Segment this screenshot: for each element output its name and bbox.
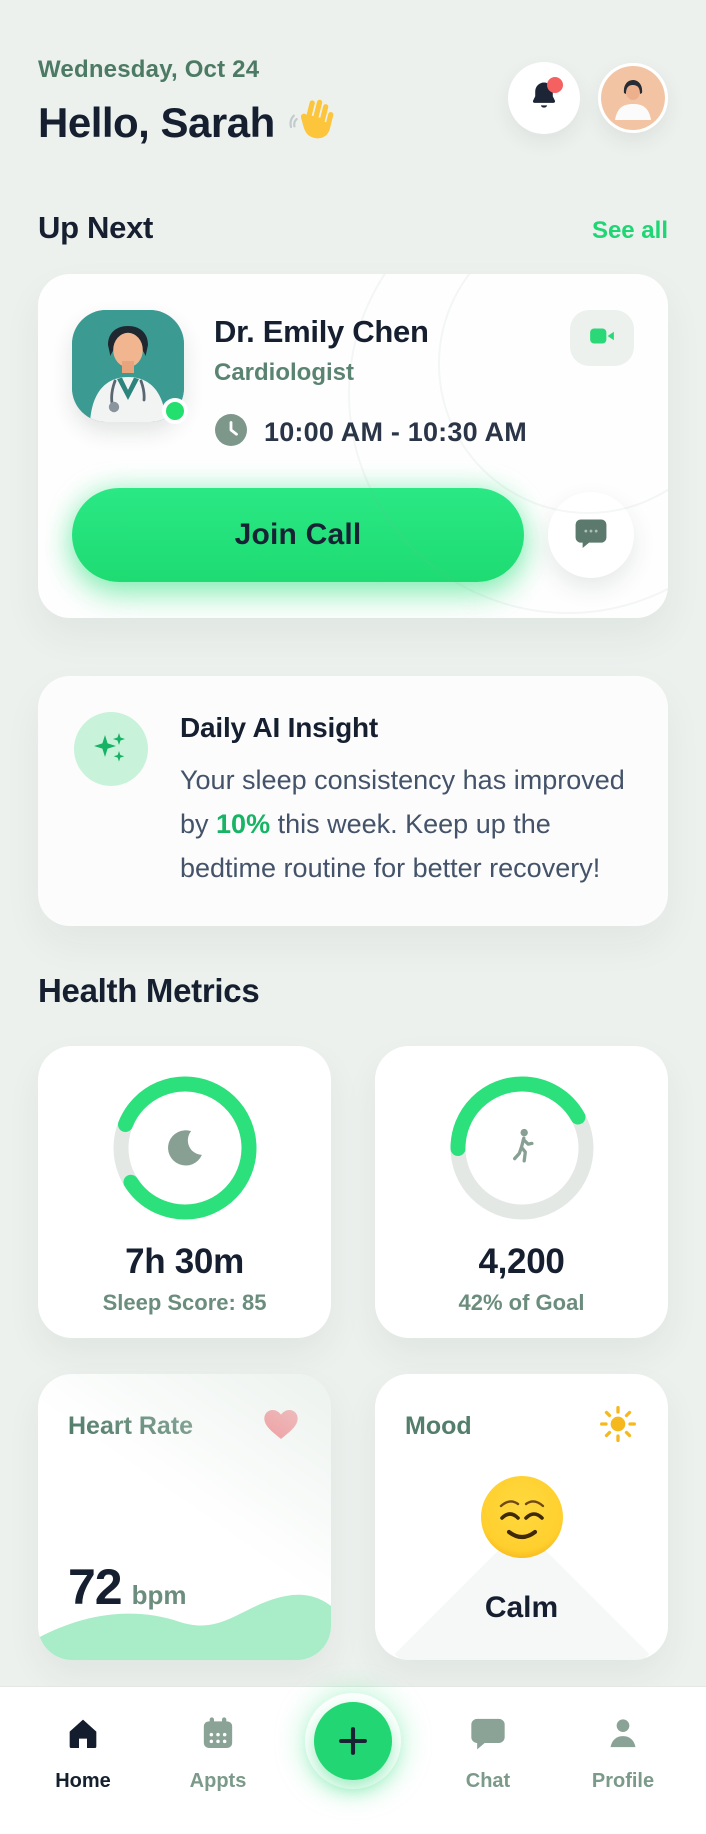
insight-body: Your sleep consistency has improved by 1… <box>180 758 632 890</box>
header-actions <box>508 62 668 134</box>
mood-card[interactable]: Mood <box>375 1374 668 1660</box>
notifications-button[interactable] <box>508 62 580 134</box>
clock-icon <box>214 413 248 452</box>
fab-slot <box>304 1687 402 1834</box>
heart-rate-card[interactable]: Heart Rate 72 bpm <box>38 1374 331 1660</box>
see-all-link[interactable]: See all <box>591 217 668 244</box>
relieved-face-icon <box>476 1471 568 1563</box>
appointment-info: Dr. Emily Chen Cardiologist 10:00 AM - 1… <box>214 310 527 452</box>
sparkles-icon <box>74 712 148 786</box>
user-avatar <box>601 66 665 130</box>
sleep-value: 7h 30m <box>125 1242 244 1281</box>
insight-highlight: 10% <box>216 809 271 839</box>
add-button[interactable] <box>305 1693 401 1789</box>
heart-rate-unit: bpm <box>131 1580 187 1610</box>
insight-title: Daily AI Insight <box>180 712 379 743</box>
sleep-progress-ring <box>109 1072 261 1224</box>
steps-progress-ring <box>446 1072 598 1224</box>
steps-value: 4,200 <box>478 1242 565 1281</box>
nav-item-chat[interactable]: Chat <box>439 1687 537 1834</box>
chat-icon <box>468 1713 508 1758</box>
greeting-text: Hello, Sarah <box>38 99 275 146</box>
home-icon <box>63 1713 103 1758</box>
steps-label: 42% of Goal <box>458 1290 585 1315</box>
nav-label: Appts <box>189 1770 247 1792</box>
profile-icon <box>603 1713 643 1758</box>
sleep-metric-card[interactable]: 7h 30m Sleep Score: 85 <box>38 1046 331 1338</box>
ai-insight-card: Daily AI Insight Your sleep consistency … <box>38 676 668 926</box>
health-metrics-title: Health Metrics <box>38 972 260 1009</box>
insight-text: Your sleep consistency has improved by <box>180 765 625 839</box>
insight-text: this week. Keep up the bedtime routine f… <box>180 809 601 883</box>
greeting: Hello, Sarah <box>38 94 337 152</box>
appointment-time-row: 10:00 AM - 10:30 AM <box>214 413 527 452</box>
heart-rate-value: 72 <box>68 1559 123 1615</box>
doctor-name: Dr. Emily Chen <box>214 314 429 349</box>
metrics-grid: 7h 30m Sleep Score: 85 <box>38 1046 668 1660</box>
nav-item-profile[interactable]: Profile <box>574 1687 672 1834</box>
nav-label: Chat <box>465 1770 511 1792</box>
steps-metric-card[interactable]: 4,200 42% of Goal <box>375 1046 668 1338</box>
mood-value: Calm <box>484 1591 559 1624</box>
profile-avatar-button[interactable] <box>598 63 668 133</box>
nav-label: Profile <box>591 1770 655 1792</box>
video-call-button[interactable] <box>570 310 634 366</box>
heart-rate-value-row: 72 bpm <box>68 1558 187 1616</box>
sun-icon <box>598 1404 638 1449</box>
insight-content: Daily AI Insight Your sleep consistency … <box>180 712 632 890</box>
plus-icon <box>314 1702 392 1780</box>
header-text: Wednesday, Oct 24 Hello, Sarah <box>38 56 337 152</box>
sleep-label: Sleep Score: 85 <box>102 1290 267 1315</box>
online-status-dot <box>162 398 188 424</box>
notification-dot <box>547 77 563 93</box>
heart-rate-title: Heart Rate <box>68 1412 194 1440</box>
mood-title: Mood <box>405 1412 472 1440</box>
up-next-title: Up Next <box>38 210 154 245</box>
doctor-specialty: Cardiologist <box>214 359 355 386</box>
video-camera-icon <box>587 321 617 356</box>
appointment-time: 10:00 AM - 10:30 AM <box>264 417 527 447</box>
nav-item-home[interactable]: Home <box>34 1687 132 1834</box>
walking-person-icon <box>446 1072 598 1224</box>
appointment-card: Dr. Emily Chen Cardiologist 10:00 AM - 1… <box>38 274 668 618</box>
nav-item-appointments[interactable]: Appts <box>169 1687 267 1834</box>
doctor-avatar <box>72 310 188 424</box>
calendar-icon <box>198 1713 238 1758</box>
header: Wednesday, Oct 24 Hello, Sarah <box>38 56 668 152</box>
nav-label: Home <box>55 1770 111 1792</box>
moon-icon <box>109 1072 261 1224</box>
bottom-navigation: Home Appts <box>0 1686 706 1834</box>
heart-icon <box>261 1404 301 1449</box>
waving-hand-icon <box>289 94 337 152</box>
date-text: Wednesday, Oct 24 <box>38 56 260 83</box>
up-next-header: Up Next See all <box>38 210 668 246</box>
